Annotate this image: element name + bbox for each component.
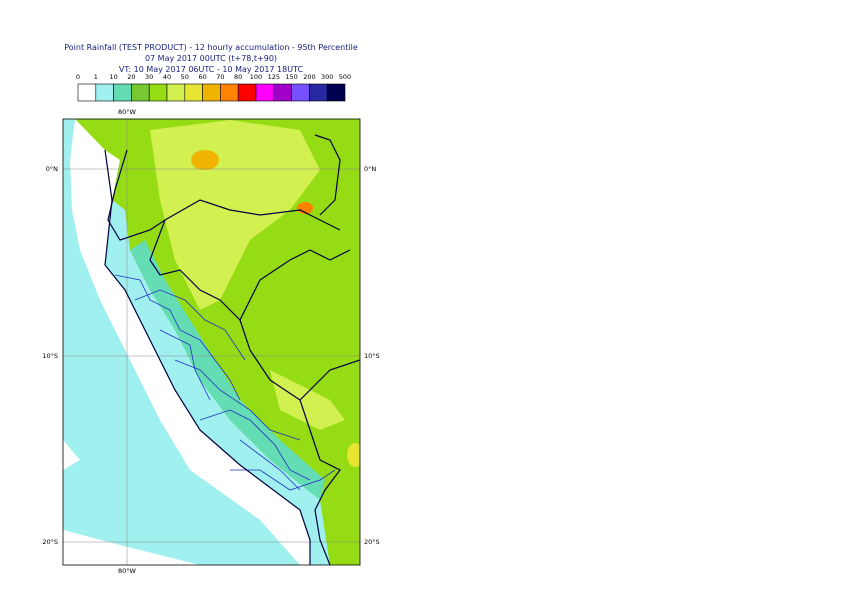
legend-swatch: [291, 83, 310, 102]
coastal-rain: [63, 119, 300, 565]
country-borders: [104, 134, 360, 565]
legend-label: 50: [181, 73, 189, 81]
heavy-rain: [191, 150, 219, 170]
coastal-dry: [105, 200, 330, 565]
legend-swatch: [95, 83, 114, 102]
legend-label: 70: [216, 73, 224, 81]
legend-label: 1: [94, 73, 98, 81]
map-frame: [62, 118, 361, 566]
lon-label: 80°W: [118, 108, 137, 116]
legend-swatch: [202, 83, 221, 102]
title-line: 07 May 2017 00UTC (t+78,t+90): [145, 54, 277, 63]
slope: [130, 240, 325, 500]
legend-label: 100: [250, 73, 262, 81]
legend-label: 300: [321, 73, 333, 81]
legend-swatch: [220, 83, 239, 102]
legend-label: 30: [145, 73, 153, 81]
lat-label: 10°S: [42, 352, 58, 360]
legend-swatch: [166, 83, 186, 102]
lat-label: 0°N: [364, 165, 376, 173]
lat-label: 20°S: [42, 538, 58, 546]
wet-area: [270, 370, 345, 430]
wet-area: [150, 120, 320, 310]
lat-label: 10°S: [364, 352, 380, 360]
legend-label: 125: [268, 73, 280, 81]
legend-label: 0: [76, 73, 80, 81]
legend-swatch: [273, 83, 292, 102]
lat-label: 0°N: [46, 165, 58, 173]
legend: 0 1 10 20 30 40 50 60 70 80 100 125 150 200 300 500: [76, 73, 351, 102]
lon-label: 80°W: [118, 567, 137, 575]
legend-label: 80: [234, 73, 242, 81]
legend-label: 60: [198, 73, 206, 81]
legend-swatch: [309, 83, 328, 102]
map: [63, 119, 360, 565]
legend-label: 500: [339, 73, 351, 81]
legend-swatch: [148, 83, 168, 102]
title-line: VT: 10 May 2017 06UTC - 10 May 2017 18UT…: [119, 65, 304, 74]
legend-swatch: [237, 83, 257, 102]
legend-swatch: [131, 83, 150, 102]
legend-swatch: [255, 83, 275, 102]
lat-label: 20°S: [364, 538, 380, 546]
legend-label: 10: [109, 73, 117, 81]
region-borders: [114, 274, 336, 491]
legend-label: 40: [163, 73, 171, 81]
legend-swatch: [113, 83, 132, 102]
legend-label: 200: [303, 73, 315, 81]
legend-label: 150: [285, 73, 297, 81]
legend-swatch: [77, 83, 97, 102]
title-line: Point Rainfall (TEST PRODUCT) - 12 hourl…: [64, 43, 358, 52]
legend-label: 20: [127, 73, 135, 81]
legend-swatch: [184, 83, 203, 102]
legend-swatch: [326, 83, 346, 102]
heavy-rain: [347, 443, 360, 467]
